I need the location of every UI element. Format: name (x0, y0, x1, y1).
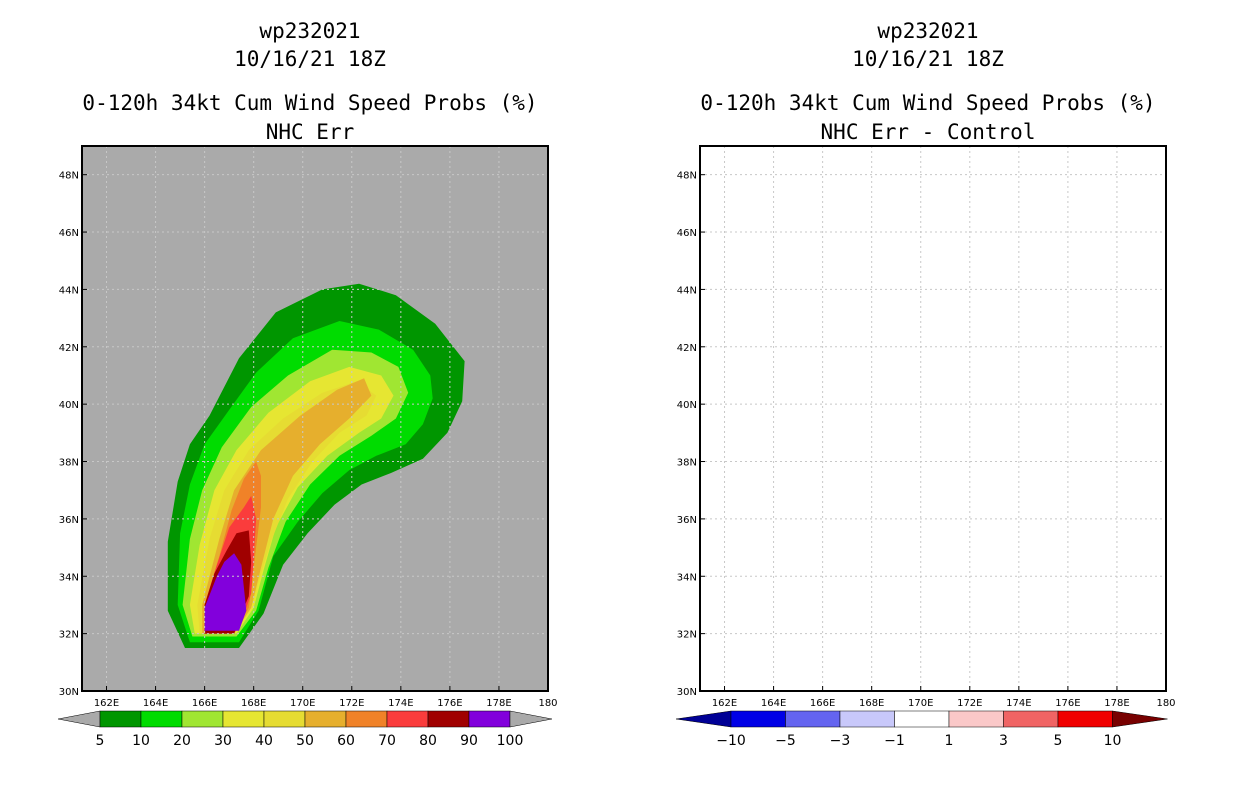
x-tick-label: 162E (94, 698, 119, 709)
colorbar-label: 60 (337, 733, 355, 749)
colorbar-label: 50 (296, 733, 314, 749)
y-tick-label: 32N (677, 630, 697, 641)
y-tick-label: 40N (677, 400, 697, 411)
colorbar-swatch (386, 710, 429, 728)
colorbar-swatch (99, 710, 142, 728)
colorbar-swatch (263, 710, 306, 728)
colorbar-label: 5 (96, 733, 105, 749)
colorbar-label: 10 (1104, 733, 1122, 749)
y-tick-label: 44N (677, 285, 697, 296)
colorbar-label: 40 (255, 733, 273, 749)
y-tick-label: 48N (677, 171, 697, 182)
colorbar-swatch (730, 710, 786, 728)
y-tick-label: 38N (59, 458, 79, 469)
colorbar-label: −3 (830, 733, 851, 749)
colorbar-swatch (1057, 710, 1113, 728)
y-tick-label: 42N (59, 343, 79, 354)
y-tick-label: 34N (59, 572, 79, 583)
right-date: 10/16/21 18Z (852, 47, 1004, 71)
left-subtitle: NHC Err (265, 120, 355, 144)
colorbar-label: 70 (378, 733, 396, 749)
y-tick-label: 32N (59, 630, 79, 641)
y-tick-label: 44N (59, 285, 79, 296)
colorbar-swatch (140, 710, 183, 728)
colorbar: −10 −5 −3 −1 1 3 5 10 (675, 710, 1168, 749)
colorbar-swatch (345, 710, 388, 728)
x-tick-label: 166E (192, 698, 217, 709)
left-storm-id: wp232021 (259, 19, 361, 43)
colorbar-swatch (785, 710, 841, 728)
y-tick-label: 46N (59, 228, 79, 239)
colorbar-swatch (427, 710, 470, 728)
y-tick-label: 36N (59, 515, 79, 526)
x-tick-label: 172E (339, 698, 364, 709)
y-tick-label: 34N (677, 572, 697, 583)
x-tick-label: 180 (1156, 698, 1175, 709)
colorbar-extend-low (57, 710, 101, 728)
x-tick-label: 172E (957, 698, 982, 709)
chart-panel-0: 162E 164E 166E 168E 170E 172E 174E 176E 178E 180 3… (57, 145, 558, 749)
colorbar-label: 20 (173, 733, 191, 749)
colorbar-label: 100 (497, 733, 524, 749)
colorbar-swatch (1003, 710, 1059, 728)
x-tick-label: 168E (241, 698, 266, 709)
right-title: 0-120h 34kt Cum Wind Speed Probs (%) (700, 91, 1156, 115)
colorbar-extend-low (675, 710, 732, 728)
x-tick-label: 170E (290, 698, 315, 709)
colorbar-swatch (894, 710, 950, 728)
y-tick-label: 38N (677, 458, 697, 469)
x-tick-label: 174E (388, 698, 413, 709)
x-tick-label: 180 (538, 698, 557, 709)
x-tick-label: 168E (859, 698, 884, 709)
left-date: 10/16/21 18Z (234, 47, 386, 71)
x-tick-label: 162E (712, 698, 737, 709)
contour-90 (204, 553, 247, 631)
x-tick-label: 166E (810, 698, 835, 709)
x-tick-label: 178E (486, 698, 511, 709)
colorbar-label: 5 (1054, 733, 1063, 749)
right-subtitle: NHC Err - Control (820, 120, 1036, 144)
colorbar-extend-high (1112, 710, 1168, 728)
plot-frame (81, 145, 549, 692)
colorbar-label: 30 (214, 733, 232, 749)
x-tick-label: 164E (761, 698, 786, 709)
colorbar-swatch (304, 710, 347, 728)
colorbar-swatch (222, 710, 265, 728)
colorbar-swatch (839, 710, 895, 728)
colorbar-label: 3 (999, 733, 1008, 749)
y-tick-label: 48N (59, 171, 79, 182)
x-tick-label: 170E (908, 698, 933, 709)
plot-background (700, 146, 1166, 691)
x-tick-label: 176E (437, 698, 462, 709)
x-tick-label: 174E (1006, 698, 1031, 709)
colorbar-extend-high (509, 710, 553, 728)
right-storm-id: wp232021 (877, 19, 979, 43)
y-tick-label: 46N (677, 228, 697, 239)
colorbar-label: 1 (945, 733, 954, 749)
x-tick-label: 176E (1055, 698, 1080, 709)
x-tick-label: 178E (1104, 698, 1129, 709)
chart-panel-1: 162E 164E 166E 168E 170E 172E 174E 176E 178E 180 3… (675, 145, 1176, 749)
colorbar-label: 10 (132, 733, 150, 749)
plot-frame (699, 145, 1167, 692)
y-tick-label: 30N (677, 687, 697, 698)
colorbar-swatch (948, 710, 1004, 728)
y-tick-label: 30N (59, 687, 79, 698)
y-tick-label: 36N (677, 515, 697, 526)
colorbar-swatch (181, 710, 224, 728)
x-tick-label: 164E (143, 698, 168, 709)
colorbar-label: −5 (775, 733, 796, 749)
colorbar-label: −10 (716, 733, 746, 749)
colorbar-label: 90 (460, 733, 478, 749)
left-title: 0-120h 34kt Cum Wind Speed Probs (%) (82, 91, 538, 115)
colorbar-label: 80 (419, 733, 437, 749)
y-tick-label: 40N (59, 400, 79, 411)
y-tick-label: 42N (677, 343, 697, 354)
colorbar: 5 10 20 30 40 50 60 70 80 90 100 (57, 710, 553, 749)
colorbar-label: −1 (884, 733, 905, 749)
colorbar-swatch (468, 710, 511, 728)
